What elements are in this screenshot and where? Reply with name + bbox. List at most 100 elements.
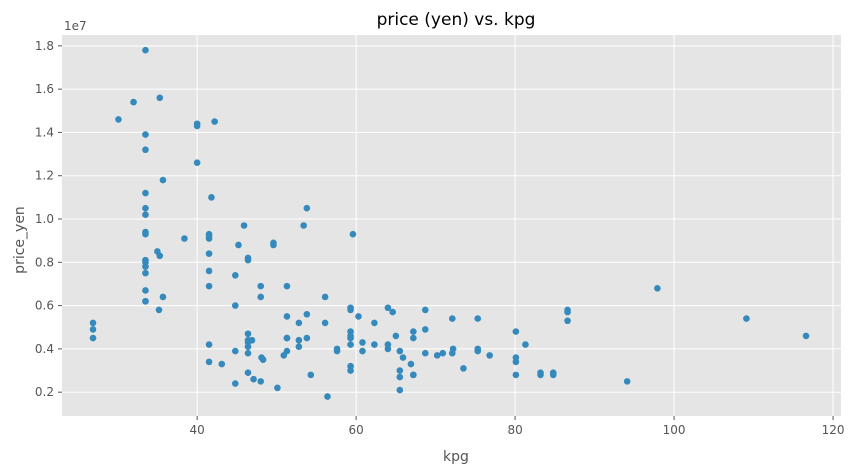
data-point <box>211 118 218 125</box>
data-point <box>349 230 357 238</box>
data-point <box>486 352 493 359</box>
data-point <box>295 319 303 327</box>
data-point <box>142 230 149 238</box>
data-point <box>156 252 164 260</box>
data-point <box>359 347 366 355</box>
y-tick-label: 0.2 <box>35 385 54 399</box>
data-point <box>384 345 392 353</box>
y-tick-label: 1.4 <box>35 125 54 139</box>
data-point <box>283 334 291 342</box>
data-point <box>142 46 149 54</box>
data-point <box>244 330 252 338</box>
data-point <box>743 315 750 322</box>
data-point <box>231 271 239 279</box>
data-point <box>244 349 252 357</box>
data-point <box>564 317 571 325</box>
data-point <box>231 380 239 387</box>
data-point <box>303 204 311 212</box>
data-point <box>159 176 167 184</box>
y-tick-label: 0.8 <box>35 255 54 269</box>
data-point <box>410 371 417 379</box>
data-point <box>208 194 215 201</box>
data-point <box>235 241 242 249</box>
data-point <box>295 343 303 351</box>
x-tick-label: 80 <box>507 423 522 437</box>
data-point <box>142 204 149 212</box>
x-tick-label: 60 <box>348 423 363 437</box>
data-point <box>347 341 354 348</box>
data-point <box>654 284 661 292</box>
data-point <box>205 341 213 348</box>
data-point <box>257 378 265 385</box>
data-point <box>240 222 248 229</box>
data-point <box>392 332 400 340</box>
data-point <box>439 349 447 357</box>
data-point <box>303 310 311 318</box>
data-point <box>449 345 457 353</box>
data-point <box>347 334 354 342</box>
data-point <box>295 336 303 344</box>
data-point <box>802 332 810 340</box>
data-point <box>396 367 404 374</box>
plot-area <box>62 35 841 416</box>
y-tick-label: 1.8 <box>35 39 54 53</box>
y-tick-label: 0.4 <box>35 342 54 356</box>
data-point <box>321 319 329 327</box>
data-point <box>512 328 520 335</box>
data-point <box>155 306 163 314</box>
data-point <box>421 306 429 314</box>
data-point <box>218 360 226 368</box>
data-point <box>142 269 149 277</box>
data-point <box>448 315 456 322</box>
x-tick-label: 40 <box>189 423 204 437</box>
data-point <box>205 235 213 242</box>
data-point <box>259 356 267 364</box>
data-point <box>421 349 429 357</box>
data-point <box>283 313 291 320</box>
data-point <box>115 116 122 123</box>
data-point <box>512 371 520 379</box>
y-axis-ticks: 0.2 0.4 0.6 0.8 1.0 1.2 1.4 1.6 1.8 <box>35 39 62 399</box>
data-point <box>159 293 167 301</box>
data-point <box>142 131 149 138</box>
data-point <box>205 358 213 366</box>
data-point <box>248 336 256 344</box>
data-point <box>156 94 164 102</box>
data-point <box>410 334 417 342</box>
data-point <box>407 360 415 368</box>
data-points <box>89 46 810 400</box>
data-point <box>474 315 482 322</box>
data-point <box>142 263 149 270</box>
data-point <box>399 354 407 361</box>
data-point <box>623 378 631 385</box>
data-point <box>274 384 281 392</box>
x-axis-label: kpg <box>443 449 469 465</box>
data-point <box>333 347 341 355</box>
data-point <box>244 369 252 377</box>
data-point <box>389 308 396 316</box>
y-axis-label: price_yen <box>12 206 28 274</box>
data-point <box>474 347 482 355</box>
data-point <box>142 287 149 294</box>
data-point <box>244 256 252 264</box>
data-point <box>371 341 378 348</box>
data-point <box>231 302 239 309</box>
data-point <box>396 373 404 381</box>
data-point <box>270 241 277 249</box>
data-point <box>89 326 97 333</box>
data-point <box>257 282 265 290</box>
data-point <box>307 371 315 379</box>
y-axis-offset-label: 1e7 <box>64 19 87 33</box>
data-point <box>396 347 404 355</box>
x-tick-label: 100 <box>663 423 686 437</box>
data-point <box>460 365 467 372</box>
data-point <box>181 235 188 242</box>
data-point <box>205 250 213 257</box>
data-point <box>396 386 404 394</box>
data-point <box>321 293 329 301</box>
data-point <box>283 282 291 290</box>
data-point <box>244 343 252 351</box>
data-point <box>522 341 529 348</box>
data-point <box>193 159 201 167</box>
data-point <box>564 308 571 316</box>
